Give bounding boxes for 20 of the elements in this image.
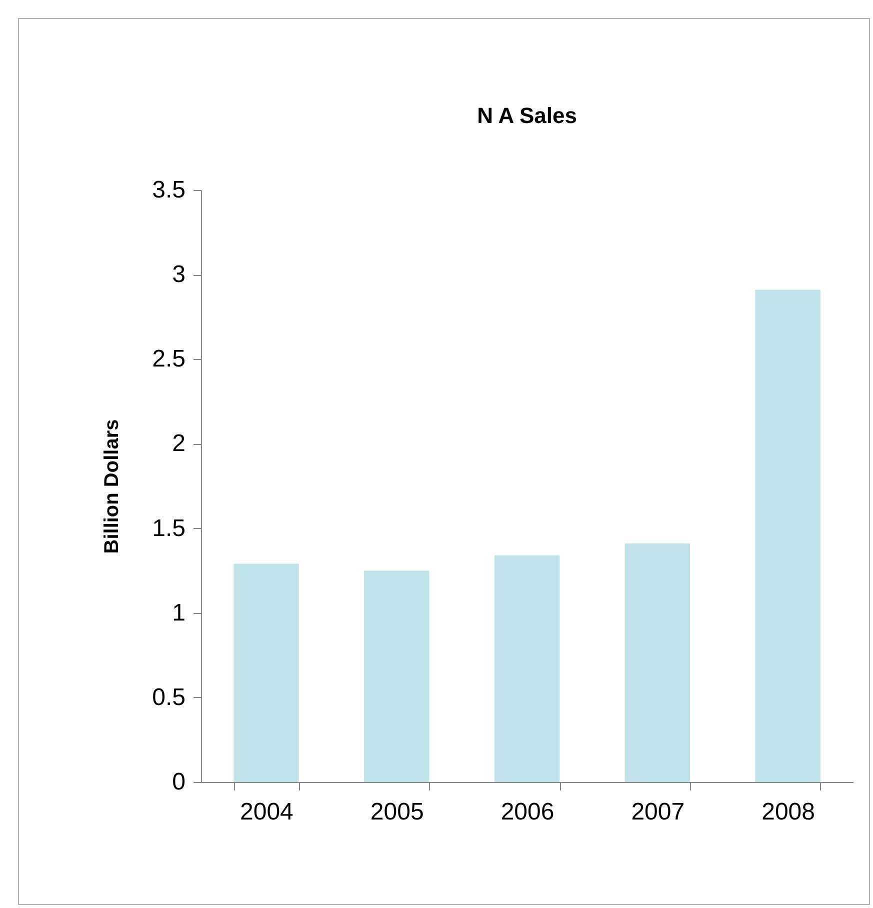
y-tick-label: 2: [172, 430, 186, 458]
x-tick-label: 2004: [240, 798, 294, 826]
y-axis-title: Billion Dollars: [101, 419, 124, 554]
y-tick-label: 3.5: [152, 176, 186, 204]
bar: [234, 564, 299, 782]
y-tick-label: 0.5: [152, 684, 186, 711]
bar: [624, 544, 690, 782]
y-tick-label: 1.5: [152, 514, 186, 542]
bar: [494, 555, 560, 782]
chart-title: N A Sales: [477, 103, 577, 128]
y-tick-label: 1: [172, 599, 186, 626]
bar: [755, 290, 820, 782]
y-tick-label: 0: [172, 768, 186, 796]
y-tick-label: 3: [172, 261, 186, 288]
y-tick-label: 2.5: [152, 346, 186, 373]
bar: [364, 570, 430, 782]
x-tick-label: 2007: [631, 798, 685, 826]
x-tick-label: 2006: [500, 798, 554, 826]
x-tick-label: 2005: [370, 798, 424, 826]
x-tick-label: 2008: [762, 798, 815, 826]
